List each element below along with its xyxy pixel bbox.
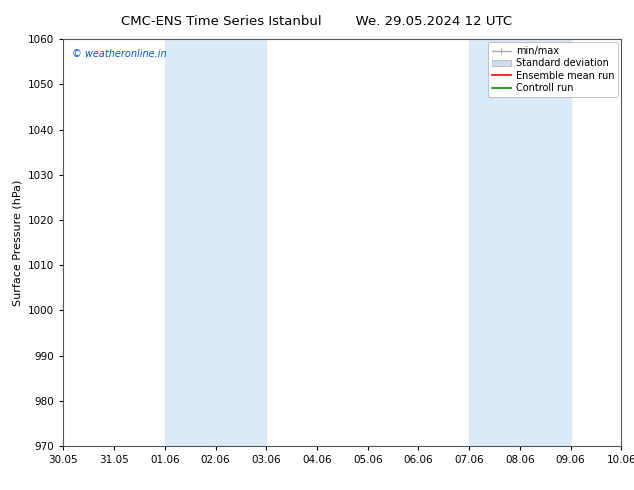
Bar xyxy=(165,39,266,446)
Legend: min/max, Standard deviation, Ensemble mean run, Controll run: min/max, Standard deviation, Ensemble me… xyxy=(488,42,618,97)
Text: © weatheronline.in: © weatheronline.in xyxy=(72,49,166,59)
Text: CMC-ENS Time Series Istanbul        We. 29.05.2024 12 UTC: CMC-ENS Time Series Istanbul We. 29.05.2… xyxy=(122,15,512,28)
Bar xyxy=(469,39,571,446)
Y-axis label: Surface Pressure (hPa): Surface Pressure (hPa) xyxy=(13,179,23,306)
